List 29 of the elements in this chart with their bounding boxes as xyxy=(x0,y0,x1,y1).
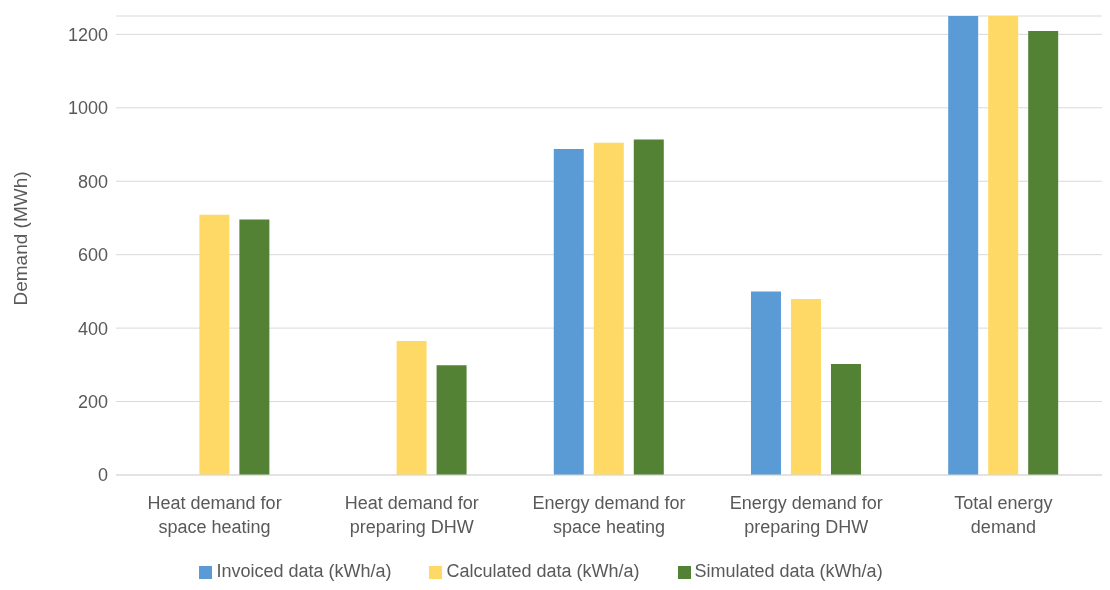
y-tick-label: 0 xyxy=(97,465,108,486)
legend-label: Invoiced data (kWh/a) xyxy=(216,561,392,581)
bar xyxy=(830,364,861,475)
y-tick-label: 800 xyxy=(77,171,108,192)
bar xyxy=(593,142,624,475)
y-tick-label: 1200 xyxy=(67,24,108,45)
x-tick-label: Total energy demand xyxy=(954,493,1053,537)
bar xyxy=(948,16,979,475)
bar xyxy=(790,299,821,475)
bar xyxy=(988,16,1019,475)
bar xyxy=(199,214,230,475)
bar xyxy=(633,139,664,475)
legend-label: Simulated data (kWh/a) xyxy=(694,561,883,581)
bar xyxy=(553,148,584,475)
legend-label: Calculated data (kWh/a) xyxy=(446,561,640,581)
x-tick-label: Energy demand for preparing DHW xyxy=(729,493,883,537)
y-tick-label: 1000 xyxy=(67,98,108,119)
bar xyxy=(750,291,781,475)
x-tick-label: Heat demand for space heating xyxy=(147,493,282,537)
bar xyxy=(1028,31,1059,475)
bar xyxy=(239,219,270,475)
y-tick-label: 200 xyxy=(77,391,108,412)
y-tick-label: 400 xyxy=(77,318,108,339)
bar xyxy=(436,365,467,475)
bar xyxy=(396,340,427,475)
y-tick-label: 600 xyxy=(77,245,108,266)
x-tick-label: Energy demand for space heating xyxy=(532,493,686,537)
x-tick-label: Heat demand for preparing DHW xyxy=(344,493,479,537)
y-axis-title: Demand (MWh) xyxy=(9,171,31,306)
